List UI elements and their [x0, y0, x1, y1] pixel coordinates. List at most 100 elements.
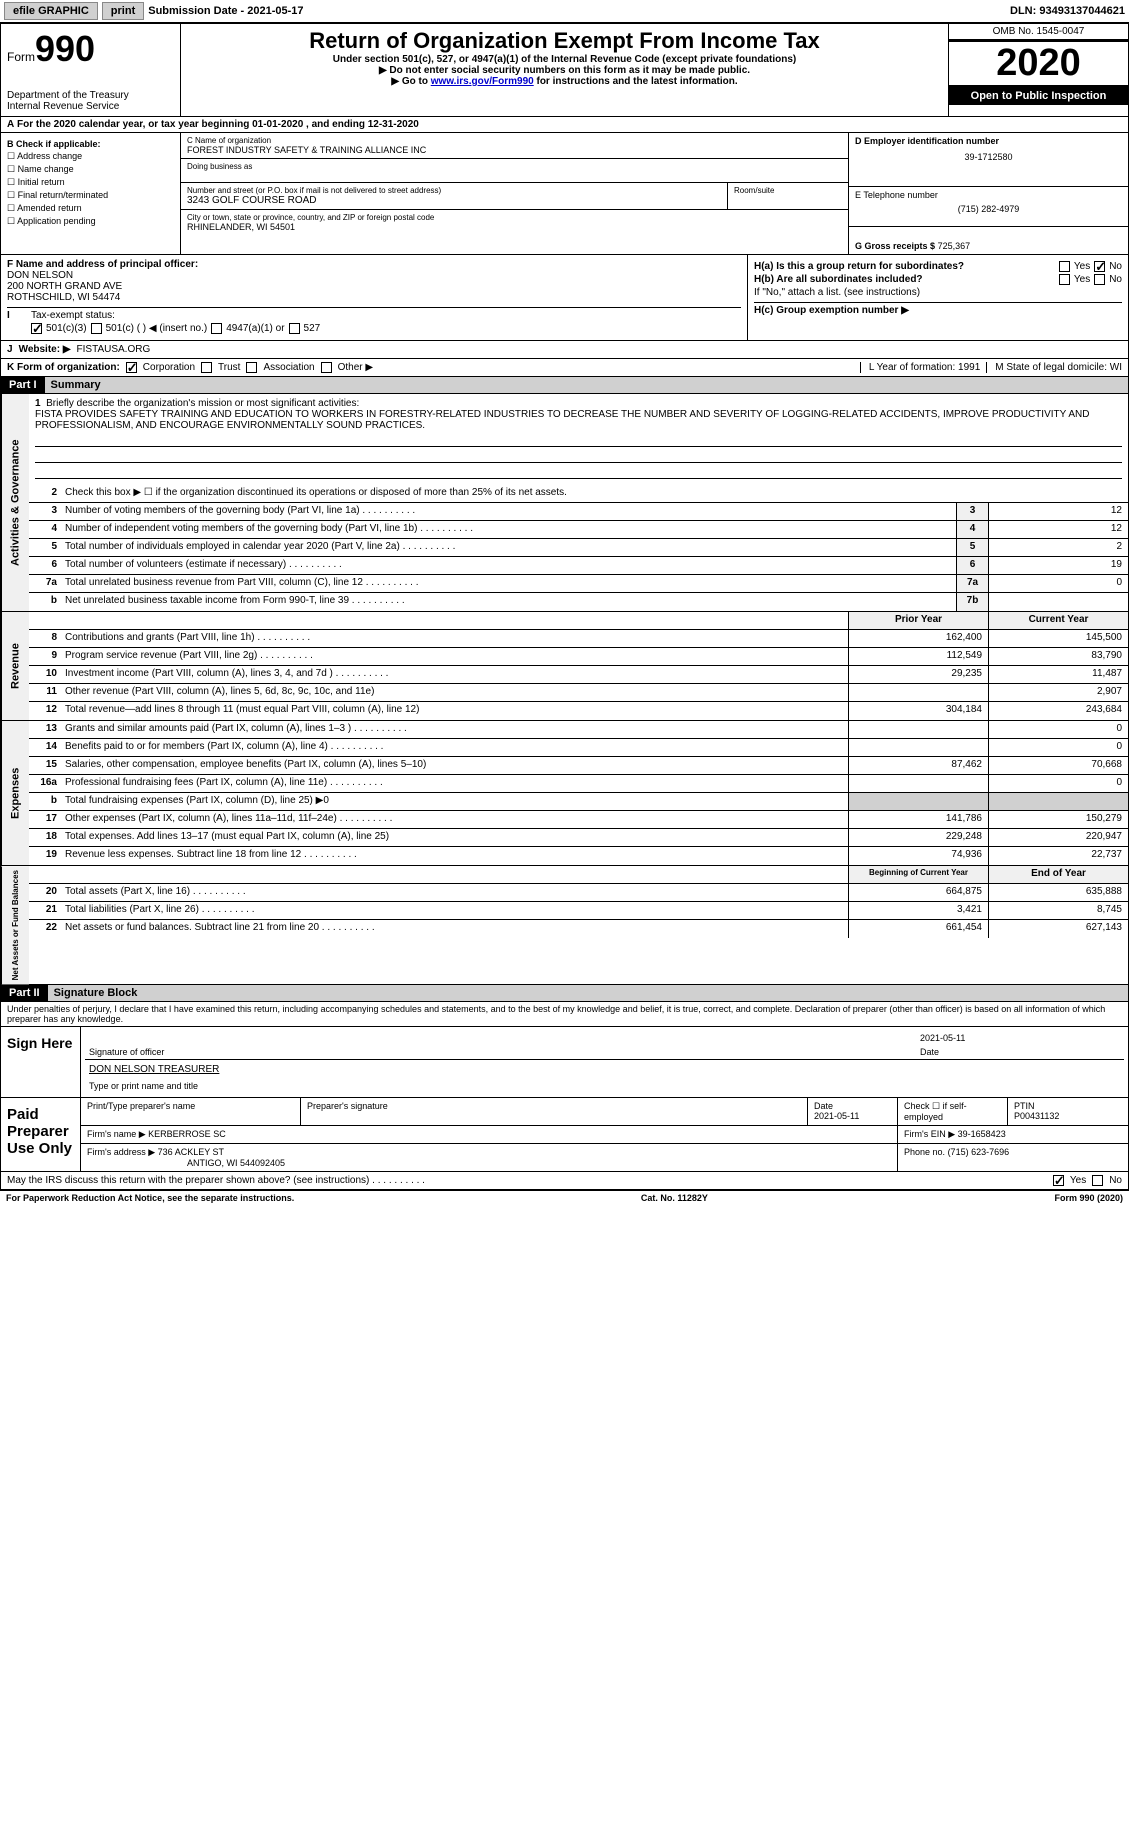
line16a: Professional fundraising fees (Part IX, … [61, 775, 848, 792]
self-emp: Check ☐ if self-employed [898, 1098, 1008, 1125]
ha-yes[interactable] [1059, 261, 1070, 272]
chk-other[interactable] [321, 362, 332, 373]
hb-yes[interactable] [1059, 274, 1070, 285]
row-k: K Form of organization: Corporation Trus… [0, 359, 1129, 377]
org-name-label: C Name of organization [187, 136, 842, 145]
line7a: Total unrelated business revenue from Pa… [61, 575, 956, 592]
p14 [848, 739, 988, 756]
chk-assoc[interactable] [246, 362, 257, 373]
footer-right: Form 990 (2020) [1054, 1193, 1123, 1203]
end-hdr: End of Year [988, 866, 1128, 883]
val5: 2 [988, 539, 1128, 556]
form-title: Return of Organization Exempt From Incom… [185, 28, 944, 54]
p16a [848, 775, 988, 792]
discuss-yes[interactable] [1053, 1175, 1064, 1186]
officer-name: DON NELSON [7, 270, 741, 281]
chk-527[interactable] [289, 323, 300, 334]
p18: 229,248 [848, 829, 988, 846]
val6: 19 [988, 557, 1128, 574]
p10: 29,235 [848, 666, 988, 683]
c18: 220,947 [988, 829, 1128, 846]
hc-label: H(c) Group exemption number ▶ [754, 305, 909, 316]
side-na: Net Assets or Fund Balances [1, 866, 29, 984]
line8: Contributions and grants (Part VIII, lin… [61, 630, 848, 647]
chk-501c[interactable] [91, 323, 102, 334]
c15: 70,668 [988, 757, 1128, 774]
submission-date: Submission Date - 2021-05-17 [148, 5, 303, 17]
discuss-row: May the IRS discuss this return with the… [0, 1172, 1129, 1190]
p15: 87,462 [848, 757, 988, 774]
line10: Investment income (Part VIII, column (A)… [61, 666, 848, 683]
chk-501c3[interactable] [31, 323, 42, 334]
chk-name[interactable]: Name change [7, 164, 174, 175]
chk-amended[interactable]: Amended return [7, 203, 174, 214]
row-a: A For the 2020 calendar year, or tax yea… [0, 117, 1129, 133]
sign-here: Sign Here 2021-05-11 Signature of office… [0, 1027, 1129, 1098]
netassets-section: Net Assets or Fund Balances Beginning of… [0, 866, 1129, 985]
val3: 12 [988, 503, 1128, 520]
date-label: Date [920, 1047, 1120, 1057]
sign-date: 2021-05-11 [920, 1033, 1120, 1043]
line22: Net assets or fund balances. Subtract li… [61, 920, 848, 938]
discuss-no[interactable] [1092, 1175, 1103, 1186]
ein-label: D Employer identification number [855, 136, 999, 146]
name-title-label: Type or print name and title [89, 1081, 198, 1091]
open-inspection: Open to Public Inspection [949, 87, 1128, 105]
c21: 8,745 [988, 902, 1128, 919]
preparer-label: Paid Preparer Use Only [1, 1098, 81, 1171]
chk-trust[interactable] [201, 362, 212, 373]
irs-link[interactable]: www.irs.gov/Form990 [431, 76, 534, 87]
form-word: Form [7, 50, 35, 64]
p22: 661,454 [848, 920, 988, 938]
tax-year: 2020 [949, 40, 1128, 87]
chk-final[interactable]: Final return/terminated [7, 190, 174, 201]
city: RHINELANDER, WI 54501 [187, 222, 842, 232]
c16a: 0 [988, 775, 1128, 792]
mission-text: FISTA PROVIDES SAFETY TRAINING AND EDUCA… [35, 409, 1089, 431]
p21: 3,421 [848, 902, 988, 919]
hb-no[interactable] [1094, 274, 1105, 285]
line5: Total number of individuals employed in … [61, 539, 956, 556]
part2-title: Signature Block [48, 985, 1128, 1001]
row-j: J Website: ▶ FISTAUSA.ORG [0, 341, 1129, 359]
prep-date: 2021-05-11 [814, 1111, 859, 1121]
c10: 11,487 [988, 666, 1128, 683]
part1-title: Summary [45, 377, 1128, 393]
efile-btn[interactable]: efile GRAPHIC [4, 2, 98, 20]
chk-address[interactable]: Address change [7, 151, 174, 162]
city-label: City or town, state or province, country… [187, 213, 842, 222]
line3: Number of voting members of the governin… [61, 503, 956, 520]
ptin: P00431132 [1014, 1111, 1059, 1121]
line21: Total liabilities (Part X, line 26) [61, 902, 848, 919]
footer-cat: Cat. No. 11282Y [641, 1193, 708, 1203]
chk-initial[interactable]: Initial return [7, 177, 174, 188]
line18: Total expenses. Add lines 13–17 (must eq… [61, 829, 848, 846]
c9: 83,790 [988, 648, 1128, 665]
c13: 0 [988, 721, 1128, 738]
line20: Total assets (Part X, line 16) [61, 884, 848, 901]
dba-label: Doing business as [187, 162, 842, 171]
website: FISTAUSA.ORG [77, 344, 151, 355]
c14: 0 [988, 739, 1128, 756]
gross-label: G Gross receipts $ [855, 241, 935, 251]
ein: 39-1712580 [855, 152, 1122, 162]
ha-no[interactable] [1094, 261, 1105, 272]
print-btn[interactable]: print [102, 2, 144, 20]
c22: 627,143 [988, 920, 1128, 938]
p8: 162,400 [848, 630, 988, 647]
gross-val: 725,367 [938, 241, 971, 251]
officer-grid: F Name and address of principal officer:… [0, 255, 1129, 341]
part1-hdr: Part I [1, 377, 45, 393]
val4: 12 [988, 521, 1128, 538]
c8: 145,500 [988, 630, 1128, 647]
chk-pending[interactable]: Application pending [7, 216, 174, 227]
c17: 150,279 [988, 811, 1128, 828]
sig-officer-label: Signature of officer [89, 1047, 920, 1057]
line7b: Net unrelated business taxable income fr… [61, 593, 956, 611]
part2-hdr: Part II [1, 985, 48, 1001]
chk-corp[interactable] [126, 362, 137, 373]
chk-4947[interactable] [211, 323, 222, 334]
firm-addr1: 736 ACKLEY ST [158, 1147, 224, 1157]
line2: Check this box ▶ ☐ if the organization d… [61, 485, 1128, 502]
side-ag: Activities & Governance [1, 394, 29, 611]
